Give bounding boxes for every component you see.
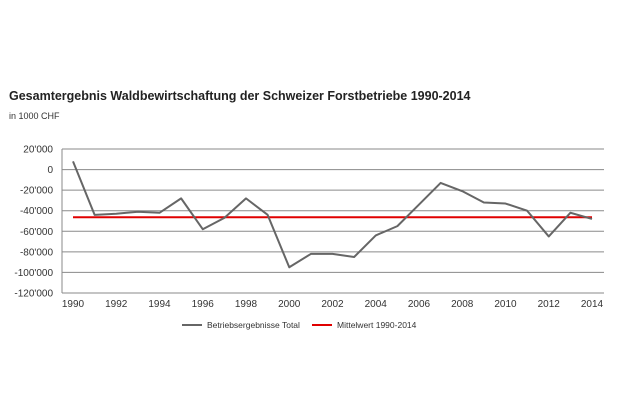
legend-label: Mittelwert 1990-2014 — [337, 320, 417, 330]
x-tick-label: 2010 — [494, 299, 517, 310]
y-tick-label: -60'000 — [20, 227, 53, 238]
x-tick-label: 2002 — [321, 299, 344, 310]
x-tick-label: 1990 — [62, 299, 85, 310]
x-tick-label: 1998 — [235, 299, 258, 310]
x-tick-label: 1992 — [105, 299, 128, 310]
x-tick-label: 1994 — [148, 299, 171, 310]
y-tick-label: -80'000 — [20, 247, 53, 258]
chart-title: Gesamtergebnis Waldbewirtschaftung der S… — [9, 89, 471, 103]
y-tick-label: 0 — [47, 165, 53, 176]
x-tick-label: 1996 — [192, 299, 215, 310]
chart-subtitle: in 1000 CHF — [9, 111, 60, 121]
x-tick-label: 2014 — [581, 299, 604, 310]
x-tick-label: 2004 — [365, 299, 388, 310]
y-tick-label: -120'000 — [14, 289, 53, 300]
legend-label: Betriebsergebnisse Total — [207, 320, 300, 330]
x-tick-label: 2000 — [278, 299, 301, 310]
y-tick-label: -100'000 — [14, 268, 53, 279]
y-tick-label: -20'000 — [20, 186, 53, 197]
y-tick-label: 20'000 — [23, 145, 53, 156]
x-tick-label: 2008 — [451, 299, 474, 310]
y-tick-label: -40'000 — [20, 206, 53, 217]
x-tick-label: 2006 — [408, 299, 431, 310]
x-tick-label: 2012 — [538, 299, 561, 310]
